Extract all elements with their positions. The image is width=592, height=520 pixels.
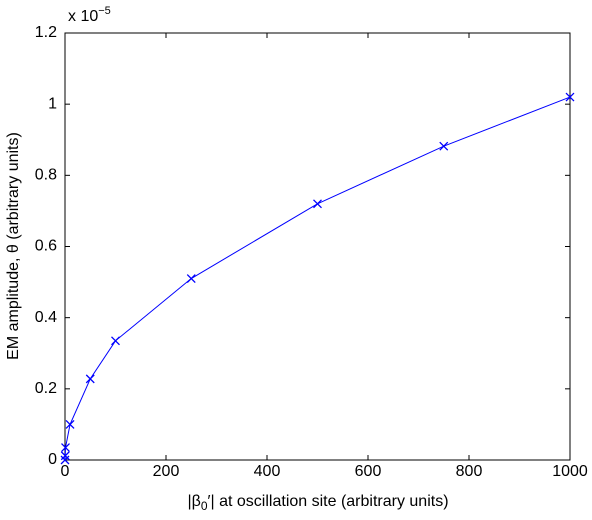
x-tick-label: 1000 (552, 463, 588, 480)
marker (60, 451, 70, 461)
y-multiplier-exponent: −5 (98, 5, 111, 17)
x-tick-label: 200 (153, 463, 180, 480)
y-tick-label: 0.6 (35, 238, 57, 255)
x-tick-label: 800 (456, 463, 483, 480)
y-multiplier: x 10−5 (68, 5, 111, 25)
y-tick-label: 0 (48, 451, 57, 468)
x-label-part: |β (187, 493, 200, 510)
x-label-subscript: 0 (201, 499, 208, 513)
series-line (64, 96, 571, 461)
x-axis-label: |β0′| at oscillation site (arbitrary uni… (187, 493, 448, 513)
y-tick-label: 1.2 (35, 24, 57, 41)
marker (85, 374, 95, 384)
axes-box (64, 32, 571, 461)
marker (111, 336, 120, 346)
y-multiplier-base: x 10 (68, 8, 98, 25)
marker (61, 443, 70, 453)
x-tick-label: 400 (254, 463, 281, 480)
y-tick-label: 0.4 (35, 309, 57, 326)
y-tick-label: 0.8 (35, 167, 57, 184)
x-tick-label: 600 (355, 463, 382, 480)
marker (565, 92, 575, 102)
marker (313, 199, 322, 209)
marker (439, 141, 449, 151)
y-tick-label: 0.2 (35, 380, 57, 397)
marker (186, 274, 196, 283)
x-tick-label: 0 (61, 463, 70, 480)
x-label-part: ′| at oscillation site (arbitrary units) (208, 493, 449, 510)
y-axis-label: EM amplitude, θ (arbitrary units) (5, 132, 22, 360)
y-tick-label: 1 (48, 95, 57, 112)
marker (65, 419, 75, 429)
